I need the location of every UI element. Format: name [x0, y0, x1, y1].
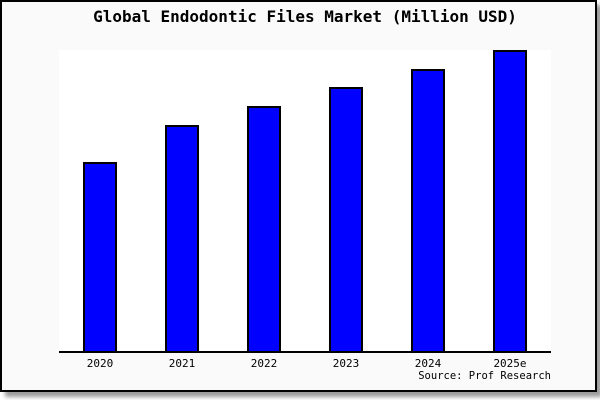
bar-slot: [469, 50, 551, 351]
bar-2023: [329, 87, 363, 351]
x-tick-label: 2024: [414, 357, 442, 370]
bar-2024: [411, 68, 445, 351]
bar-slot: [141, 50, 223, 351]
plot-area: [59, 50, 551, 353]
x-tick-label: 2022: [250, 357, 278, 370]
bar-2025e: [493, 50, 527, 351]
chart-figure: Global Endodontic Files Market (Million …: [0, 0, 597, 392]
x-axis-tick-labels: 2020 2021 2022 2023 2024 2025e: [59, 357, 551, 370]
bar-slot: [305, 50, 387, 351]
source-caption: Source: Prof Research: [418, 370, 551, 382]
x-tick-label: 2021: [168, 357, 196, 370]
x-tick-label: 2020: [86, 357, 114, 370]
bar-2022: [247, 106, 281, 351]
bar-slot: [223, 50, 305, 351]
bar-2020: [83, 161, 117, 351]
bar-2021: [165, 124, 199, 351]
bar-slot: [387, 50, 469, 351]
x-tick-label: 2025e: [493, 357, 527, 370]
bars-container: [59, 50, 551, 351]
chart-title: Global Endodontic Files Market (Million …: [93, 7, 517, 26]
bar-slot: [59, 50, 141, 351]
x-tick-label: 2023: [332, 357, 360, 370]
